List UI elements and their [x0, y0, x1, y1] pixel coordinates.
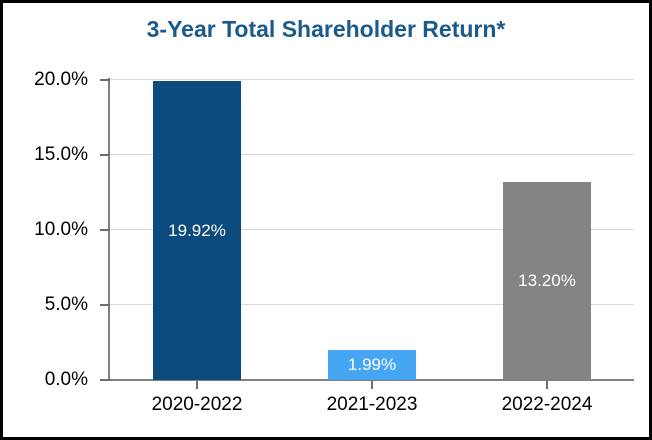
x-axis-tick — [196, 381, 198, 389]
x-category-label: 2020-2022 — [151, 394, 243, 415]
y-axis-tick — [100, 229, 110, 231]
x-axis-tick — [546, 381, 548, 389]
bar-2020-2022: 19.92% — [153, 81, 241, 380]
x-axis-tick — [371, 381, 373, 389]
x-category-label: 2021-2023 — [326, 394, 418, 415]
y-axis-tick — [100, 304, 110, 306]
y-tick-label: 0.0% — [44, 369, 88, 390]
gridline — [110, 79, 634, 80]
y-axis-tick — [100, 379, 110, 381]
x-axis-line — [108, 379, 634, 381]
bar-value-label: 19.92% — [168, 220, 226, 240]
y-tick-label: 15.0% — [34, 144, 88, 165]
plot-area: 19.92% 1.99% 13.20% — [100, 78, 634, 389]
y-axis-tick — [100, 79, 110, 81]
bar-2021-2023: 1.99% — [328, 350, 416, 380]
bar-value-label: 13.20% — [518, 271, 576, 290]
gridline — [110, 154, 634, 155]
x-category-label: 2022-2024 — [501, 394, 593, 415]
y-tick-label: 5.0% — [44, 294, 88, 315]
y-axis-tick — [100, 154, 110, 156]
bar-2022-2024: 13.20% — [503, 182, 591, 380]
chart-title: 3-Year Total Shareholder Return* — [146, 16, 506, 42]
gridline — [110, 304, 634, 305]
gridline — [110, 229, 634, 230]
y-tick-label: 20.0% — [34, 69, 88, 90]
bar-value-label: 1.99% — [347, 355, 397, 374]
y-tick-label: 10.0% — [34, 219, 88, 240]
